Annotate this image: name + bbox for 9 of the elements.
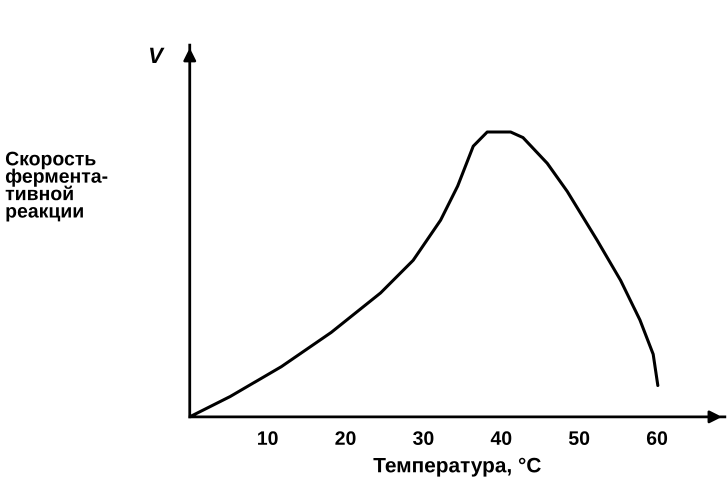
x-tick-label: 40: [490, 431, 512, 446]
y-axis-title: Скорость фермента- тивной реакции: [6, 152, 108, 222]
x-tick-label: 30: [413, 431, 434, 446]
x-tick-label: 60: [646, 431, 668, 446]
x-tick-label: 20: [335, 431, 356, 446]
x-tick-label: 10: [258, 431, 278, 446]
x-tick-label: 50: [568, 431, 590, 446]
text: V: [150, 48, 165, 64]
x-axis-title: Температура, °C: [373, 458, 541, 477]
